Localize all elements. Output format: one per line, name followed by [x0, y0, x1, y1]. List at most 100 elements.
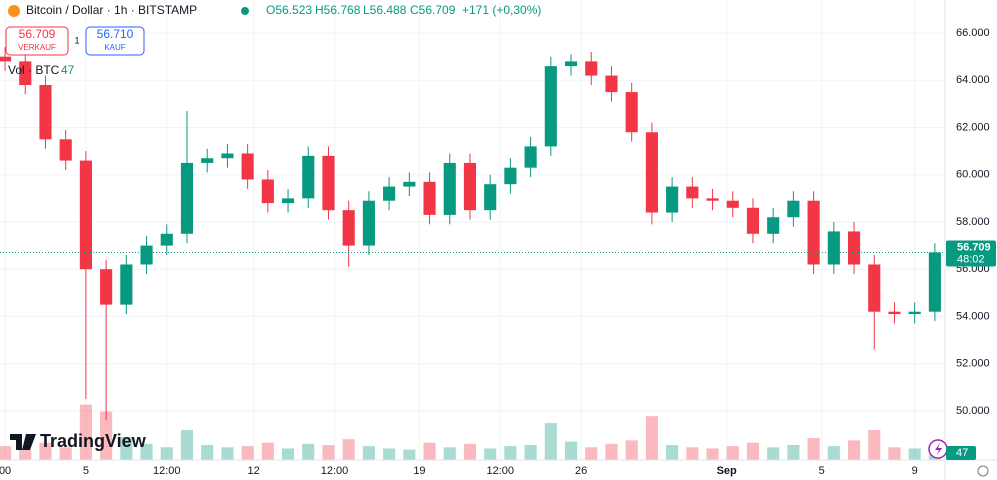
candle-body	[383, 186, 396, 201]
ohlc-open: O56.523	[266, 3, 312, 17]
volume-bar	[180, 430, 194, 460]
volume-legend-label: Vol · BTC	[8, 63, 60, 77]
volume-bar	[847, 440, 861, 460]
candle-body	[0, 56, 12, 62]
candle-body	[221, 153, 234, 159]
volume-bar	[625, 440, 638, 460]
candle-body	[888, 311, 901, 315]
sell-box[interactable]	[5, 26, 69, 56]
volume-bar	[544, 423, 557, 460]
alert-bolt	[935, 443, 942, 455]
x-tick-label: 19	[413, 465, 425, 477]
volume-bar	[241, 446, 254, 460]
volume-bar	[787, 445, 800, 460]
volume-pane	[0, 404, 941, 460]
candle-body	[463, 162, 477, 211]
ohlc-low: L56.488	[363, 3, 407, 17]
candle-body	[585, 61, 598, 76]
candle-body	[160, 233, 173, 246]
candle-body	[564, 61, 578, 67]
buy-button[interactable]: 56.710 KAUF	[85, 26, 145, 56]
volume-legend-value: 47	[61, 63, 75, 77]
volume-bar	[100, 411, 113, 460]
last-price-label: 56.709	[957, 241, 991, 253]
volume-bar	[908, 448, 921, 460]
volume-bar	[868, 430, 881, 460]
candle-body	[686, 186, 699, 199]
x-tick-label: 12:00	[153, 465, 181, 477]
x-tick-label: 9	[912, 465, 918, 477]
grid	[0, 0, 945, 460]
candle-body	[504, 167, 517, 185]
candle-body	[847, 231, 861, 265]
buy-label: KAUF	[104, 43, 125, 52]
candle-body	[746, 207, 760, 234]
candle-body	[261, 179, 274, 204]
candle-body	[524, 146, 537, 168]
x-tick-label: 5	[83, 465, 89, 477]
x-tick-label: 00	[0, 465, 11, 477]
status-dot	[241, 7, 249, 15]
settings-icon[interactable]	[977, 465, 989, 477]
volume-tag	[946, 446, 976, 460]
y-tick-label: 62.000	[956, 121, 990, 133]
candle-body	[79, 160, 92, 270]
volume-bar	[302, 443, 315, 460]
candle-body	[706, 198, 719, 201]
logo-icon	[10, 434, 36, 450]
candle-body	[322, 155, 335, 211]
alert-icon[interactable]	[928, 439, 948, 459]
logo-text: TradingView	[40, 431, 147, 451]
volume-bar	[39, 442, 52, 460]
y-tick-label: 58.000	[956, 216, 990, 228]
x-tick-label: Sep	[717, 465, 737, 477]
last-price-tag	[946, 240, 996, 267]
candle-body	[39, 85, 52, 140]
volume-bar	[342, 439, 355, 460]
volume-bar	[19, 449, 32, 460]
volume-bar	[221, 447, 234, 460]
candle-body	[544, 66, 557, 147]
candle-body	[868, 264, 881, 312]
candle-body	[827, 231, 840, 265]
candle-body	[666, 186, 679, 213]
candle-body	[625, 92, 638, 133]
volume-bar	[160, 447, 173, 460]
candle-body	[726, 200, 739, 208]
volume-bar	[140, 443, 153, 460]
volume-bar	[666, 445, 679, 460]
ohlc-high: H56.768	[315, 3, 361, 17]
candle-body	[201, 158, 214, 163]
x-tick-label: 5	[819, 465, 825, 477]
candle-body	[403, 181, 416, 187]
buy-box[interactable]	[85, 26, 145, 56]
candle-body	[342, 210, 355, 246]
legend: Bitcoin / Dollar · 1h · BITSTAMP O56.523…	[8, 3, 541, 17]
candle-body	[645, 132, 658, 213]
candle-body	[928, 252, 941, 312]
sell-button[interactable]: 56.709 VERKAUF	[5, 26, 69, 56]
candle-body	[120, 264, 133, 305]
volume-bar	[463, 443, 477, 460]
y-tick-label: 64.000	[956, 74, 990, 86]
countdown-label: 48:02	[957, 253, 985, 265]
sell-price: 56.709	[19, 27, 56, 41]
volume-bar	[767, 447, 780, 460]
volume-bar	[524, 445, 537, 460]
volume-bar	[79, 404, 92, 460]
sell-label: VERKAUF	[18, 43, 56, 52]
btc-icon	[8, 5, 20, 17]
volume-bar	[746, 442, 760, 460]
logo: TradingView	[10, 431, 147, 451]
volume-bar	[564, 441, 578, 460]
candle-body	[908, 311, 921, 315]
x-tick-label: 12:00	[321, 465, 349, 477]
volume-bar	[605, 443, 618, 460]
volume-bar	[504, 446, 517, 460]
volume-bar	[201, 445, 214, 460]
symbol-title: Bitcoin / Dollar · 1h · BITSTAMP	[26, 3, 197, 17]
ohlc-close: C56.709	[410, 3, 456, 17]
volume-bar	[362, 446, 375, 460]
candle-body	[180, 162, 194, 234]
